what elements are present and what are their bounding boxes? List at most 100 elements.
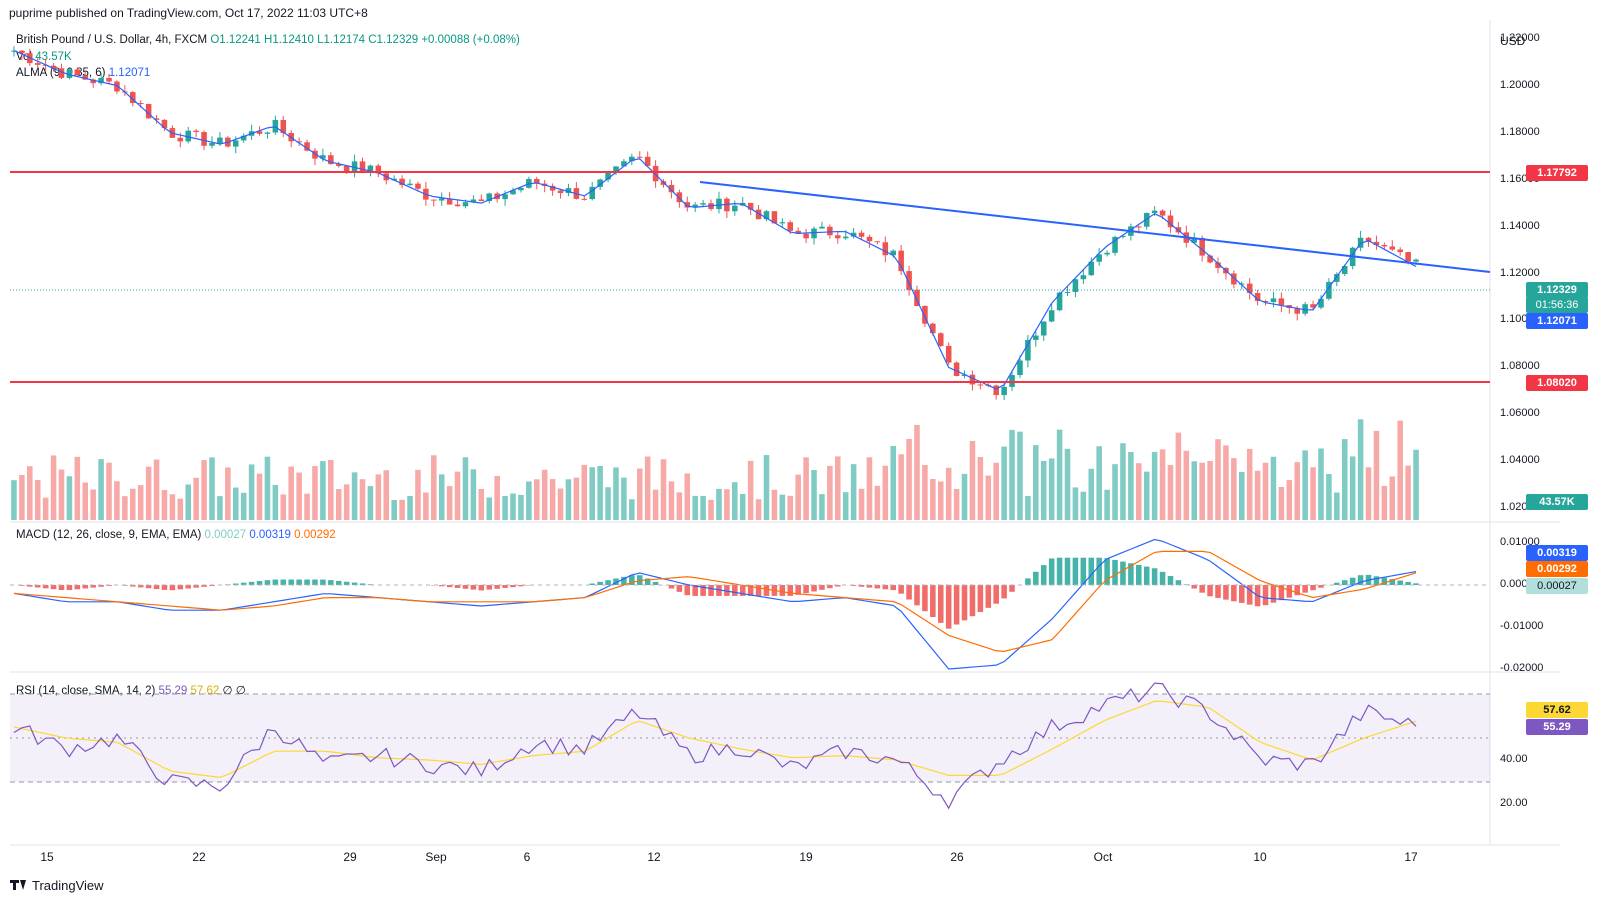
volume-bar	[533, 479, 540, 520]
macd-hist-bar	[1262, 585, 1269, 606]
macd-tick-label: -0.01000	[1500, 620, 1544, 632]
macd-hist-bar	[755, 585, 762, 596]
volume-bar	[1246, 448, 1253, 520]
volume-bar	[462, 457, 469, 520]
macd-hist-bar	[1318, 585, 1324, 588]
candle-body	[827, 226, 833, 236]
candle-body	[1104, 252, 1110, 255]
candle-body	[747, 202, 754, 210]
candle-body	[486, 193, 493, 202]
macd-hist-bar	[1223, 585, 1229, 600]
macd-hist-bar	[779, 585, 786, 596]
candle-body	[201, 132, 207, 146]
volume-bar	[217, 496, 223, 520]
volume-bar	[1056, 429, 1063, 520]
candle-body	[399, 178, 405, 186]
candle-body	[1341, 266, 1348, 275]
volume-bar	[644, 456, 651, 520]
candle-body	[771, 211, 778, 224]
macd-hist-bar	[613, 578, 619, 585]
alma-price-tag: 1.12071	[1526, 313, 1588, 329]
macd-hist-bar	[937, 585, 944, 623]
volume-bar	[1112, 464, 1118, 520]
volume-bar	[185, 484, 192, 520]
candle	[1143, 212, 1150, 230]
rsi-tick-label: 40.00	[1500, 753, 1528, 765]
volume-bar	[209, 457, 215, 520]
signal-tag: 0.00292	[1526, 561, 1588, 577]
time-tick-label: 22	[192, 850, 206, 864]
candle	[34, 57, 41, 69]
candle	[438, 192, 445, 206]
volume-bar	[1413, 449, 1419, 520]
candle	[953, 361, 960, 377]
ohlc-values: O1.12241 H1.12410 L1.12174 C1.12329 +0.0…	[210, 34, 520, 46]
volume-bar	[423, 492, 429, 520]
candle	[1278, 292, 1285, 312]
candle	[1009, 370, 1015, 391]
candle-body	[819, 226, 825, 229]
volume-bar	[953, 488, 960, 520]
candle-body	[1310, 304, 1316, 308]
candle	[264, 131, 271, 139]
candle-body	[1278, 298, 1285, 306]
macd-hist-bar	[462, 585, 469, 589]
candle	[510, 187, 516, 195]
volume-bar	[819, 494, 825, 520]
candle	[771, 211, 778, 224]
volume-bar	[724, 489, 730, 520]
alma-value: 1.12071	[108, 67, 151, 79]
candle	[835, 231, 841, 244]
volume-bar	[945, 467, 952, 520]
macd-hist-bar	[803, 585, 809, 594]
time-tick-label: 26	[950, 850, 964, 864]
candle	[351, 154, 358, 178]
volume-bar	[636, 468, 643, 520]
candle-body	[763, 211, 770, 220]
volume-bar	[431, 455, 437, 520]
candle-body	[446, 198, 453, 205]
macd-hist-bar	[1334, 582, 1340, 585]
candle-body	[1151, 210, 1158, 213]
volume-bar	[1175, 432, 1182, 520]
volume-bar	[557, 488, 564, 520]
macd-hist-bar	[1064, 557, 1071, 585]
macd-tick-label: -0.02000	[1500, 662, 1544, 674]
macd-legend[interactable]: MACD (12, 26, close, 9, EMA, EMA) 0.0002…	[16, 529, 336, 541]
candle	[945, 342, 952, 365]
candle-body	[161, 119, 168, 129]
tradingview-logo-icon	[10, 880, 26, 890]
candle-body	[1270, 298, 1277, 303]
macd-hist-bar	[993, 585, 999, 604]
volume-bar	[98, 459, 104, 520]
macd-hist-bar	[1056, 557, 1063, 585]
candle	[280, 116, 287, 137]
macd-hist-bar	[90, 585, 96, 588]
candle-body	[343, 165, 350, 172]
price-tick-label: 1.22000	[1500, 31, 1540, 44]
macd-hist-bar	[248, 581, 255, 585]
macd-hist-bar	[145, 585, 152, 589]
macd-hist-bar	[945, 585, 952, 629]
candle-body	[462, 202, 469, 207]
macd-hist-bar	[240, 582, 247, 585]
volume-bar	[1080, 491, 1087, 520]
candle	[145, 103, 152, 119]
volume-bar	[1128, 452, 1134, 520]
candle-body	[1207, 255, 1213, 263]
symbol-title: British Pound / U.S. Dollar, 4h, FXCM	[16, 34, 208, 46]
volume-bar	[272, 484, 279, 520]
rsi-tag: 55.29	[1526, 719, 1588, 735]
macd-hist-bar	[668, 585, 675, 589]
symbol-legend[interactable]: British Pound / U.S. Dollar, 4h, FXCM O1…	[16, 34, 520, 46]
candle	[74, 67, 81, 76]
footer-brand[interactable]: TradingView	[32, 878, 104, 893]
candle-body	[629, 156, 635, 162]
candle	[1033, 331, 1039, 347]
volume-bar	[1254, 470, 1261, 520]
candle	[668, 180, 675, 199]
candle-body	[700, 203, 706, 205]
macd-hist-bar	[605, 580, 611, 585]
candle-body	[692, 204, 698, 208]
